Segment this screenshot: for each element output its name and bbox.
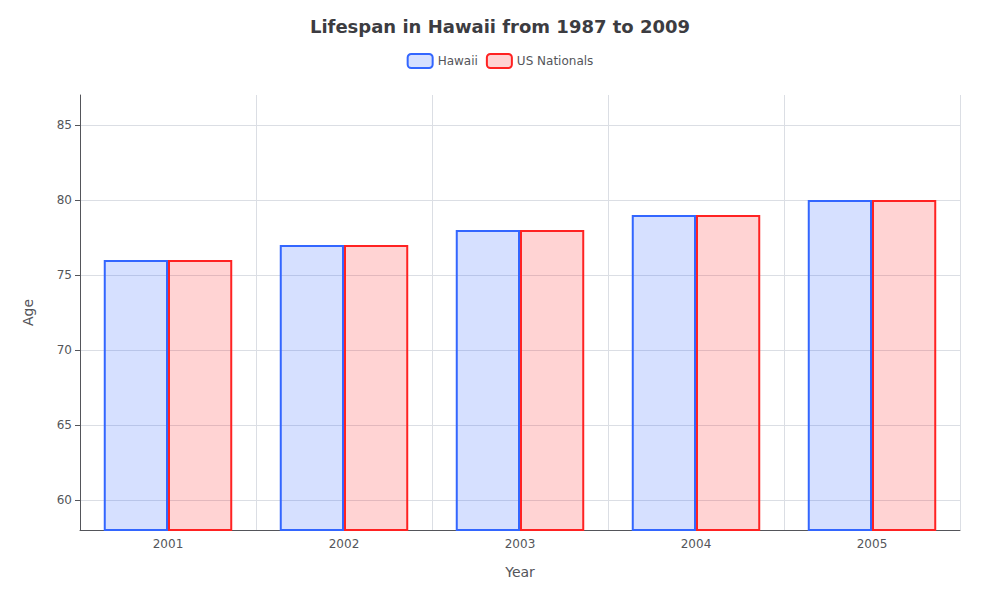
svg-text:85: 85 [57, 118, 72, 132]
svg-text:65: 65 [57, 418, 72, 432]
svg-text:60: 60 [57, 493, 72, 507]
svg-text:80: 80 [57, 193, 72, 207]
svg-text:Hawaii: Hawaii [438, 54, 478, 68]
svg-text:Lifespan in Hawaii from 1987 t: Lifespan in Hawaii from 1987 to 2009 [310, 16, 690, 37]
svg-text:Age: Age [20, 299, 36, 326]
svg-text:2005: 2005 [857, 537, 888, 551]
svg-text:70: 70 [57, 343, 72, 357]
svg-text:US Nationals: US Nationals [517, 54, 593, 68]
svg-text:2003: 2003 [505, 537, 536, 551]
svg-text:2001: 2001 [153, 537, 184, 551]
svg-text:2002: 2002 [329, 537, 360, 551]
svg-text:2004: 2004 [681, 537, 712, 551]
svg-text:75: 75 [57, 268, 72, 282]
svg-text:Year: Year [504, 564, 535, 580]
